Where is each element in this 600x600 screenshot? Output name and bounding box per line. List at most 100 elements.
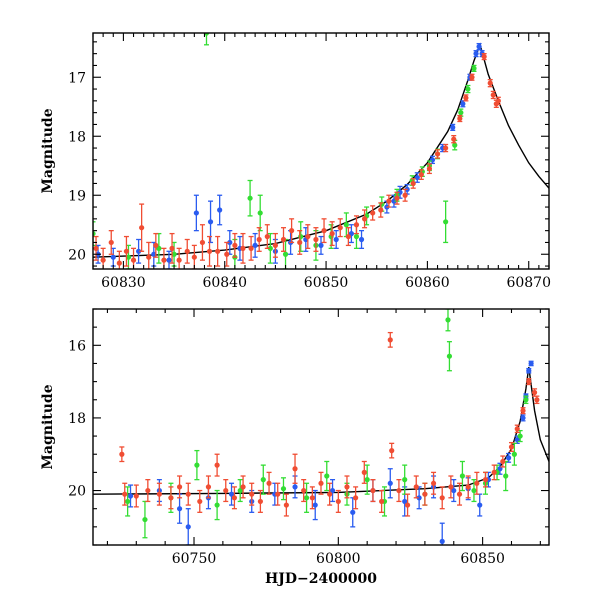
bottom-blue-data-point [477,502,482,507]
top-red-data-point [139,225,144,230]
top-red-data-point [146,255,151,260]
bottom-blue-data-point [506,455,511,460]
bottom-red-data-point [483,477,488,482]
bottom-x-tick-label: 60800 [316,551,361,567]
bottom-red-data-point [474,481,479,486]
top-y-tick-label: 17 [68,70,86,86]
top-green-data-point [471,66,476,71]
bottom-red-data-point [177,484,182,489]
top-y-tick-label: 18 [68,129,86,145]
bottom-red-data-point [240,484,245,489]
top-x-tick-label: 60840 [202,275,247,291]
bottom-blue-data-point [520,415,525,420]
top-blue-data-point [359,237,364,242]
bottom-red-data-point [396,488,401,493]
top-y-tick-label: 20 [68,247,86,263]
bottom-green-data-point [324,473,329,478]
top-green-data-point [344,222,349,227]
bottom-red-data-point [157,492,162,497]
top-red-data-point [224,252,229,257]
bottom-red-data-point [197,499,202,504]
top-red-data-point [232,243,237,248]
bottom-red-data-point [448,484,453,489]
bottom-red-data-point [509,444,514,449]
lightcurve-figure: 60830 60840 60850 60860 6087017181920 Magnit… [0,0,600,600]
bottom-blue-data-point [186,524,191,529]
top-red-data-point [338,225,343,230]
top-red-data-point [427,166,432,171]
bottom-red-data-point [388,337,393,342]
bottom-red-data-point [532,390,537,395]
top-red-data-point [496,98,501,103]
top-red-data-point [200,240,205,245]
top-red-data-point [124,249,129,254]
top-red-data-point [161,258,166,263]
bottom-green-data-point [142,517,147,522]
top-blue-data-point [208,219,213,224]
top-panel-frame [93,33,549,269]
bottom-panel-plot-area [93,309,549,560]
bottom-red-data-point [440,495,445,500]
top-blue-data-point [460,101,465,106]
top-red-data-point [185,249,190,254]
top-red-data-point [297,240,302,245]
bottom-red-data-point [168,495,173,500]
bottom-green-data-point [125,499,130,504]
bottom-y-tick-label: 20 [68,484,86,500]
top-red-data-point [207,249,212,254]
bottom-green-data-point [281,486,286,491]
bottom-red-data-point [379,499,384,504]
top-red-data-point [93,246,98,251]
top-red-data-point [386,199,391,204]
top-green-data-point [458,110,463,115]
top-red-data-point [354,222,359,227]
bottom-red-data-point [318,481,323,486]
bottom-panel: 60750 60800 60850 16 18 20 Magnitude [40,309,549,567]
bottom-green-data-point [523,397,528,402]
bottom-blue-data-point [177,506,182,511]
bottom-x-tick-label: 60850 [460,551,505,567]
bottom-blue-data-point [529,361,534,366]
top-blue-data-point [476,44,481,49]
bottom-red-data-point [431,481,436,486]
top-blue-data-point [473,51,478,56]
bottom-red-data-point [327,492,332,497]
bottom-red-data-point [344,484,349,489]
bottom-y-tick-label: 16 [68,338,86,354]
bottom-blue-data-point [313,502,318,507]
bottom-green-data-point [304,495,309,500]
top-green-data-point [443,219,448,224]
bottom-panel-frame [93,309,549,545]
bottom-red-data-point [266,481,271,486]
top-red-data-point [457,116,462,121]
bottom-blue-data-point [388,481,393,486]
bottom-x-tick-label: 60750 [172,551,217,567]
top-red-data-point [265,234,270,239]
top-panel: 60830 60840 60850 60860 6087017181920 Magnit… [40,21,551,291]
top-red-data-point [362,216,367,221]
bottom-red-data-point [122,492,127,497]
bottom-blue-data-point [128,493,133,498]
bottom-red-data-point [466,484,471,489]
top-red-data-point [289,228,294,233]
top-red-data-point [451,137,456,142]
bottom-red-data-point [534,397,539,402]
bottom-blue-data-point [526,368,531,373]
top-red-data-point [469,75,474,80]
bottom-red-data-point [370,488,375,493]
bottom-red-data-point [414,484,419,489]
top-red-data-point [240,246,245,251]
top-panel-plot-area [90,21,549,275]
bottom-red-data-point [275,492,280,497]
bottom-red-data-point [186,492,191,497]
top-panel-ylabel: Magnitude [40,108,56,193]
bottom-red-data-point [284,502,289,507]
top-red-data-point [117,261,122,266]
bottom-red-data-point [206,484,211,489]
top-red-data-point [215,249,220,254]
top-red-data-point [443,145,448,150]
top-green-data-point [283,252,288,257]
top-red-data-point [248,246,253,251]
top-blue-data-point [450,125,455,130]
bottom-green-data-point [447,354,452,359]
